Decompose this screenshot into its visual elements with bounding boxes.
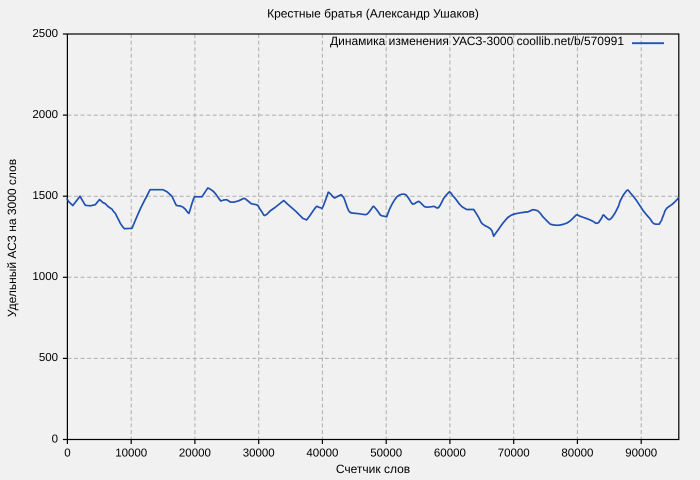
svg-text:30000: 30000 — [243, 448, 275, 460]
svg-text:1000: 1000 — [32, 271, 58, 283]
svg-text:500: 500 — [39, 352, 58, 364]
svg-text:Крестные братья (Александр Уша: Крестные братья (Александр Ушаков) — [267, 7, 479, 21]
svg-text:2500: 2500 — [32, 28, 58, 40]
svg-text:0: 0 — [52, 433, 58, 445]
svg-text:40000: 40000 — [306, 448, 338, 460]
svg-text:80000: 80000 — [561, 448, 593, 460]
svg-text:Динамика изменения УАСЗ-3000 c: Динамика изменения УАСЗ-3000 coollib.net… — [330, 34, 624, 48]
svg-text:1500: 1500 — [32, 190, 58, 202]
svg-text:70000: 70000 — [498, 448, 530, 460]
svg-text:Счетчик слов: Счетчик слов — [336, 462, 410, 476]
svg-text:0: 0 — [64, 448, 70, 460]
svg-text:2000: 2000 — [32, 109, 58, 121]
svg-text:90000: 90000 — [625, 448, 657, 460]
svg-text:20000: 20000 — [179, 448, 211, 460]
svg-text:10000: 10000 — [115, 448, 147, 460]
svg-text:50000: 50000 — [370, 448, 402, 460]
svg-text:60000: 60000 — [434, 448, 466, 460]
svg-text:Удельный АСЗ на 3000 слов: Удельный АСЗ на 3000 слов — [5, 159, 19, 317]
